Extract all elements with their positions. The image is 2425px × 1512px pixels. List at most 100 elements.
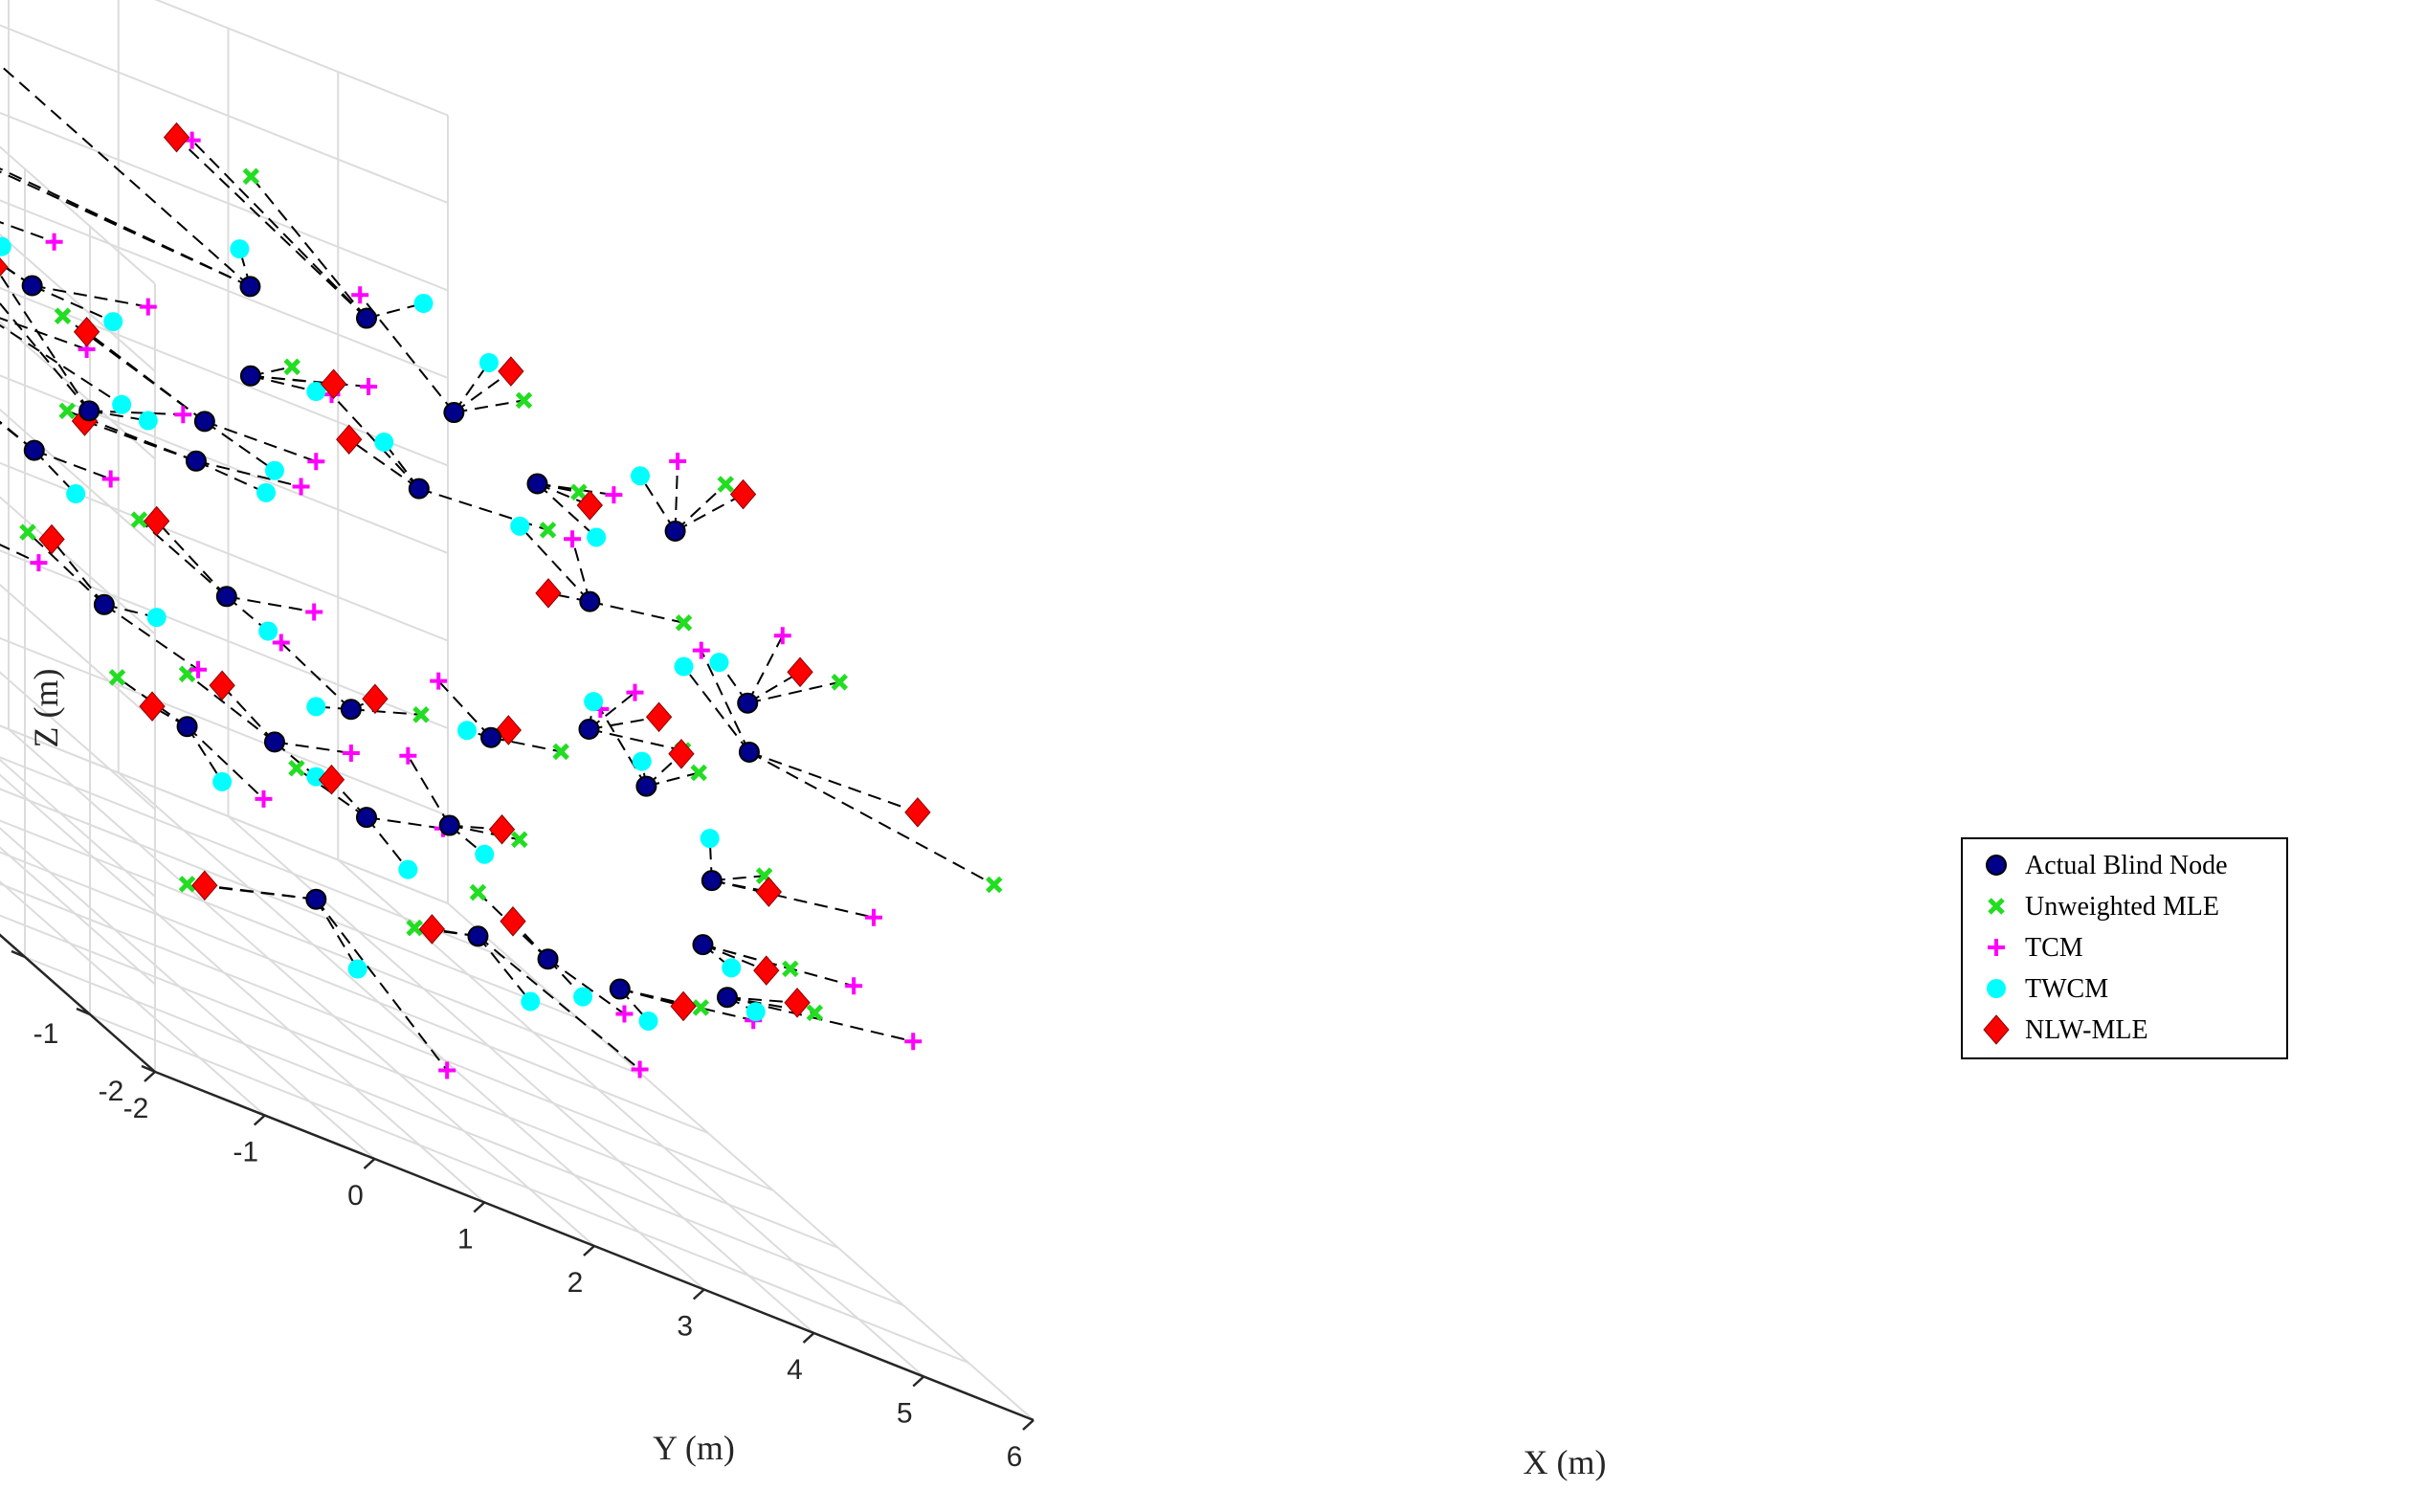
error-line: [0, 63, 252, 288]
actual-blind-node-point: [609, 978, 631, 1000]
error-line: [89, 410, 184, 416]
x-tick-label: 4: [787, 1354, 803, 1386]
error-line: [103, 603, 199, 671]
error-line: [477, 935, 641, 1071]
legend-label: TCM: [2025, 933, 2083, 963]
actual-blind-node-point: [356, 807, 377, 829]
error-line: [350, 708, 422, 716]
data-markers: [0, 122, 1003, 1079]
error-line: [675, 493, 745, 532]
twcm-point: [413, 294, 434, 313]
error-line: [454, 399, 524, 414]
unweighted-mle-point: [570, 483, 588, 501]
actual-blind-node-point: [239, 365, 261, 387]
x-axis-label: X (m): [1524, 1443, 1607, 1481]
actual-blind-node-point: [578, 719, 600, 740]
error-line: [175, 136, 367, 320]
error-line: [571, 538, 591, 602]
tcm-point: [292, 478, 310, 496]
grid-line: [0, 286, 449, 467]
tcm-point: [904, 1033, 923, 1051]
error-line: [250, 374, 317, 392]
twcm-point: [138, 411, 158, 431]
actual-blind-node-point: [664, 521, 686, 542]
y-axis-line: [0, 933, 156, 1073]
error-line: [0, 301, 90, 411]
twcm-point: [478, 352, 499, 372]
error-line: [639, 475, 677, 532]
tcm-point: [845, 977, 863, 995]
actual-blind-node-point: [635, 775, 657, 797]
grid-line: [0, 549, 449, 729]
legend-marker: [1988, 898, 2005, 915]
grid-line: [0, 24, 449, 204]
legend: Actual Blind Node Unweighted MLE TCM TWCM NL…: [1961, 837, 2288, 1059]
nlw-mle-point: [498, 356, 524, 387]
nlw-mle-point: [576, 490, 603, 521]
tcm-point: [139, 298, 157, 316]
grid-line: [0, 671, 156, 811]
error-line: [0, 544, 39, 565]
nlw-mle-point: [139, 691, 166, 722]
error-line: [546, 958, 626, 1015]
nlw-mle-point: [418, 914, 446, 945]
actual-blind-node-point: [438, 814, 460, 836]
twcm-point: [700, 829, 720, 849]
tcm-point: [101, 470, 120, 488]
error-line: [682, 665, 750, 753]
nlw-mle-point: [362, 683, 389, 715]
tcm-point: [30, 554, 48, 572]
error-line: [186, 725, 265, 800]
tcm-point: [342, 744, 360, 762]
error-line: [747, 680, 840, 704]
nlw-mle-point: [144, 505, 170, 537]
grid-line: [337, 858, 924, 1378]
twcm-point: [587, 527, 607, 547]
grid-line: [8, 728, 595, 1247]
error-line: [0, 272, 90, 411]
nlw-mle-point: [670, 990, 697, 1022]
actual-blind-node-point: [526, 473, 548, 495]
twcm-point: [475, 844, 495, 864]
error-line: [250, 374, 334, 386]
tcm-point: [864, 908, 882, 926]
tcm-point: [255, 789, 273, 808]
grid-line: [0, 199, 449, 379]
grid-line: [0, 846, 156, 986]
twcm-point: [230, 239, 250, 259]
error-line: [315, 899, 448, 1072]
grid-line: [24, 956, 904, 1306]
nlw-mle-point: [500, 906, 526, 937]
z-axis-label: Z (m): [27, 669, 65, 748]
nlw-mle-point: [488, 813, 516, 845]
unweighted-mle-point: [539, 522, 557, 539]
error-line: [155, 520, 228, 597]
error-line: [589, 728, 683, 752]
twcm-point: [306, 382, 326, 401]
twcm-point: [709, 653, 729, 673]
actual-blind-node-point: [737, 692, 759, 714]
legend-label: Actual Blind Node: [2025, 851, 2228, 880]
actual-blind-node-point: [263, 731, 285, 753]
error-line: [280, 641, 352, 710]
error-line: [700, 650, 750, 753]
twcm-point: [510, 516, 530, 536]
error-line: [186, 673, 276, 744]
grid-line: [0, 773, 485, 1204]
grid-line: [0, 145, 156, 285]
twcm-point: [306, 697, 326, 717]
legend-marker: [1988, 939, 2005, 956]
tcm-point: [669, 453, 687, 471]
unweighted-mle-point: [806, 1004, 824, 1022]
grid-line: [0, 933, 156, 1073]
nlw-mle-point: [320, 368, 347, 400]
actual-blind-node-point: [239, 276, 261, 298]
x-tick: [363, 1158, 376, 1169]
twcm-point: [347, 959, 367, 979]
error-line: [0, 317, 87, 350]
x-tick-label: -2: [123, 1093, 149, 1124]
grid-line: [0, 758, 156, 898]
error-line: [407, 755, 451, 827]
grid-line: [0, 882, 774, 1191]
